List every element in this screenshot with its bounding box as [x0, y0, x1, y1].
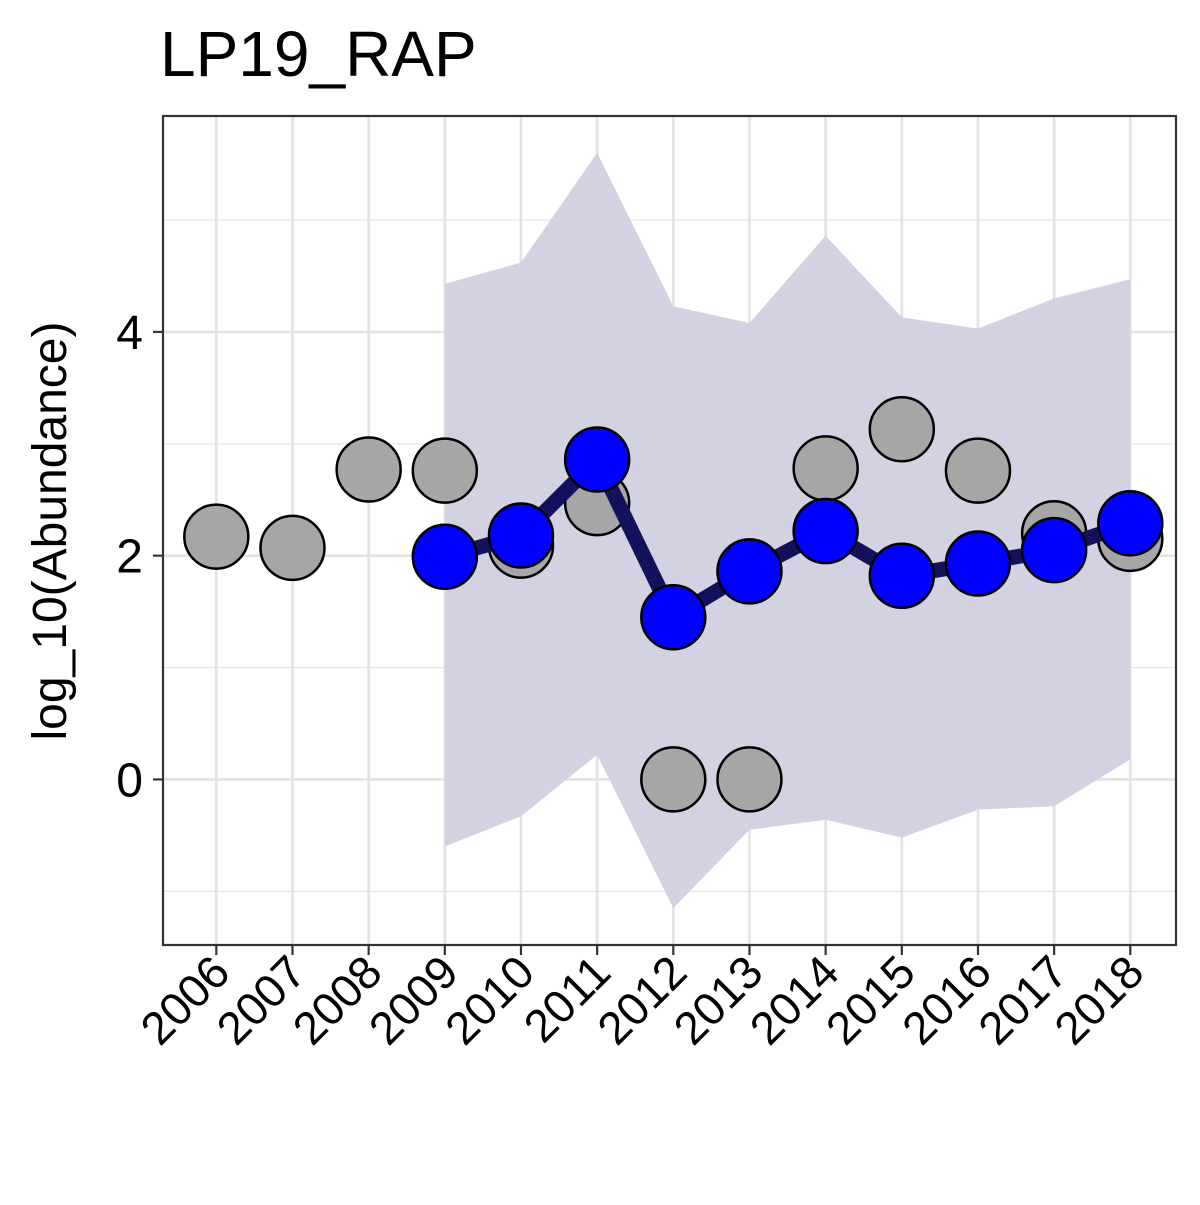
confidence-band [444, 152, 1131, 909]
chart-title: LP19_RAP [160, 18, 477, 90]
fitted-point [1097, 489, 1164, 557]
fitted-point [1020, 516, 1088, 584]
x-axis: 2006200720082009201020112012201320142015… [130, 945, 1153, 1054]
observed-point [183, 503, 250, 570]
y-tick-label: 2 [116, 531, 143, 584]
fitted-point [563, 426, 631, 493]
observed-point [944, 437, 1012, 504]
fitted-point [792, 497, 859, 565]
observed-point [335, 436, 402, 503]
observed-point [640, 746, 707, 813]
fitted-point [716, 538, 783, 605]
fitted-point [944, 530, 1012, 597]
fitted-series-line [442, 452, 1133, 625]
observed-point [259, 514, 326, 582]
fitted-point [640, 583, 707, 651]
observed-point [792, 435, 859, 502]
plot-area [161, 114, 1178, 947]
observed-point [716, 746, 783, 813]
fitted-point [868, 542, 936, 610]
y-axis-label: log_10(Abundance) [24, 322, 77, 741]
fitted-point [411, 523, 479, 591]
fitted-point [487, 502, 555, 569]
y-axis: 0 2 4 [116, 307, 163, 807]
y-tick-label: 0 [116, 754, 143, 807]
x-tick-label: 2018 [1044, 945, 1153, 1054]
observed-point [411, 437, 479, 504]
observed-point [868, 396, 936, 463]
y-tick-label: 4 [116, 307, 143, 360]
panel-border [161, 114, 1178, 947]
